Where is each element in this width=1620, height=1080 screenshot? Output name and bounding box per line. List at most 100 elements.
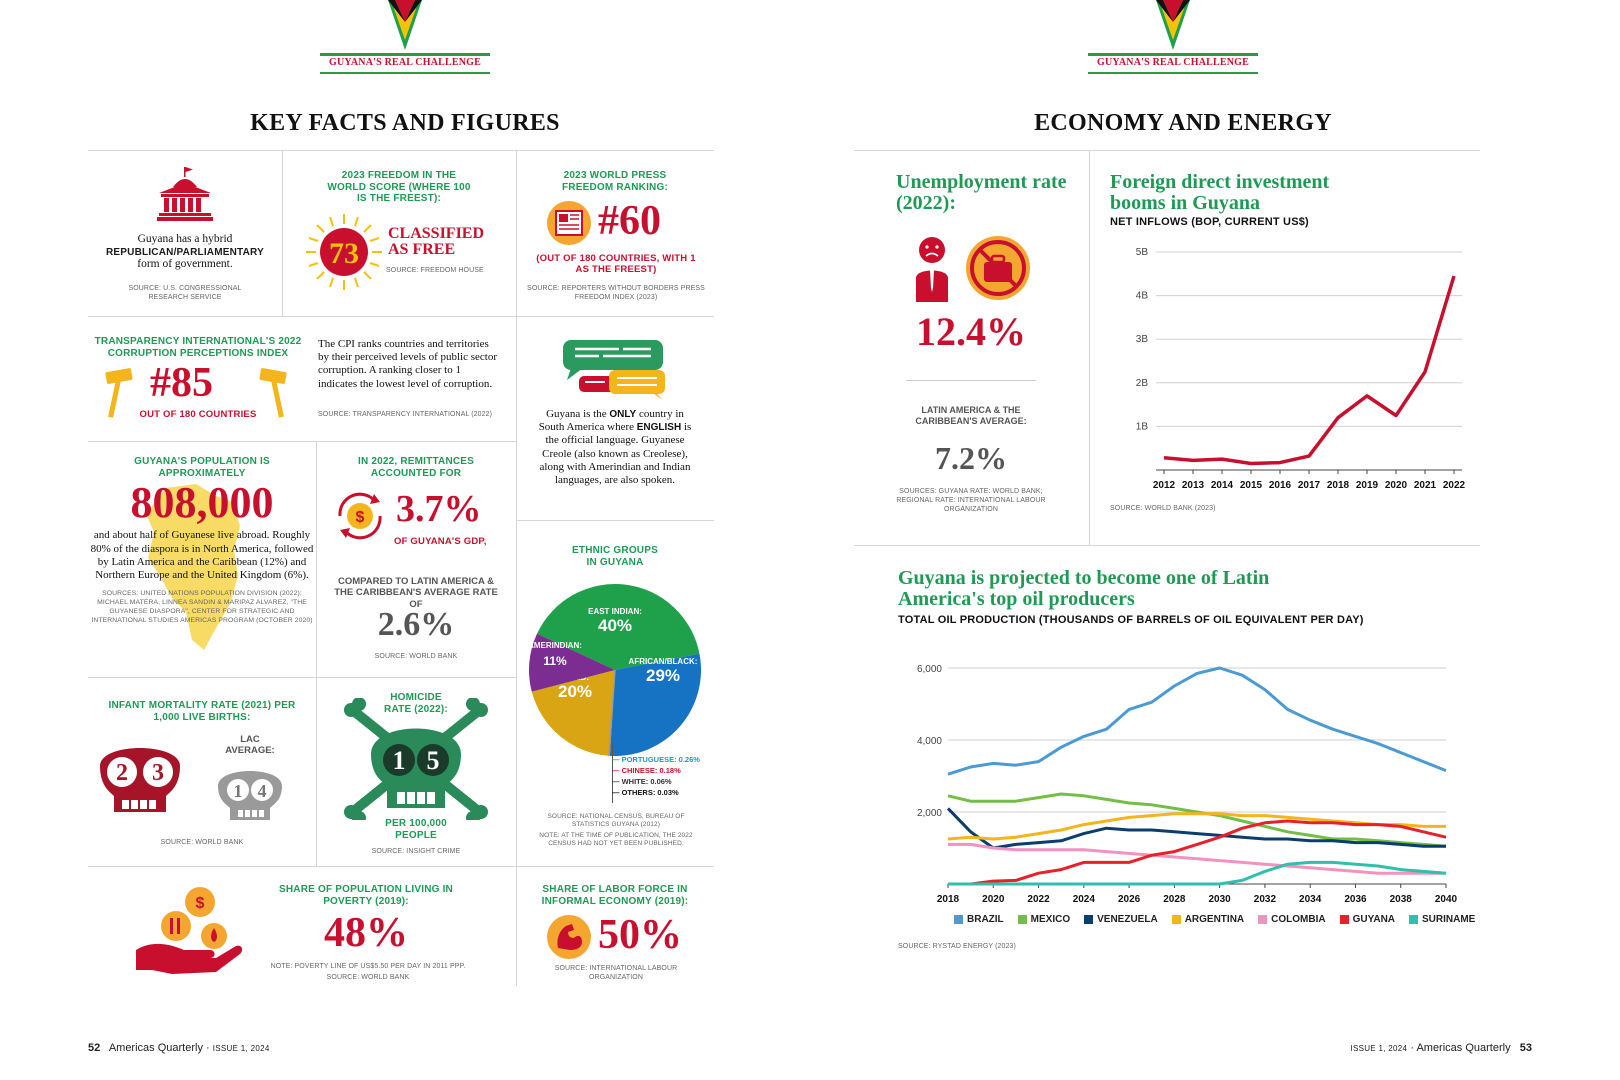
oil-source: SOURCE: RYSTAD ENERGY (2023) [898, 943, 1016, 950]
capitol-building-icon [157, 167, 213, 221]
freedom-status: CLASSIFIED AS FREE [388, 225, 485, 258]
poverty-heading: SHARE OF POPULATION LIVING IN POVERTY (2… [279, 884, 453, 907]
infant-digit-2: 3 [152, 760, 164, 786]
ethnic-minor-item: — PORTUGUESE: 0.26% [612, 755, 700, 764]
oil-series-guyana [948, 819, 1447, 886]
svg-text:$: $ [356, 509, 365, 526]
infant-digit-1: 2 [116, 760, 128, 786]
oil-series-suriname [948, 860, 1447, 886]
left-footer: 52 Americas Quarterly · ISSUE 1, 2024 [88, 1042, 270, 1054]
population-cell: GUYANA'S POPULATION IS APPROXIMATELY 808… [88, 456, 316, 666]
y-tick-label: 2,000 [917, 808, 942, 819]
population-value: 808,000 [130, 478, 274, 527]
svg-text:$: $ [196, 895, 205, 912]
legend-item: SURINAME [1409, 914, 1475, 925]
oil-line-chart: 2,000 4,000 6,000 2018 2020 2022 2024 2026 2028 2… [917, 664, 1458, 905]
oil-title: Guyana is projected to become one of Lat… [898, 567, 1270, 610]
header-flag: GUYANA'S REAL CHALLENGE [1088, 0, 1258, 74]
language-text: Guyana is the ONLY country in South Amer… [538, 408, 692, 486]
x-tick-label: 2030 [1209, 894, 1232, 905]
newspaper-icon [547, 201, 591, 245]
pie-slice-value: 20% [558, 682, 592, 701]
header-label: GUYANA'S REAL CHALLENGE [1096, 57, 1250, 68]
oil-subtitle: TOTAL OIL PRODUCTION (THOUSANDS OF BARRE… [898, 614, 1364, 626]
unemployment-lac-label: LATIN AMERICA & THE CARIBBEAN'S AVERAGE: [915, 405, 1027, 426]
skull-crossbones-icon: 1 5 [344, 698, 488, 820]
magazine-name: Americas Quarterly [108, 1042, 203, 1054]
pie-slice [609, 653, 701, 756]
pie-slice-label: EAST INDIAN: [588, 607, 642, 616]
oil-series-venezuela [946, 807, 1446, 850]
population-text: and about half of Guyanese live abroad. … [90, 529, 314, 581]
speech-bubbles-icon [563, 340, 665, 400]
unemployment-cell: Unemployment rate (2022): 12.4% LATIN AM… [896, 172, 1076, 514]
issue-label: ISSUE 1, 2024 [212, 1044, 270, 1053]
oil-series-argentina [947, 812, 1446, 841]
language-cell: Guyana is the ONLY country in South Amer… [516, 336, 714, 487]
x-tick-label: 2034 [1299, 894, 1322, 905]
unemployment-source: SOURCES: GUYANA RATE: WORLD BANK; REGION… [896, 488, 1046, 514]
homicide-heading: HOMICIDE RATE (2022): [384, 692, 448, 715]
skull-red-icon: 2 3 [100, 748, 180, 812]
legend-label: SURINAME [1422, 914, 1476, 925]
corruption-text: The CPI ranks countries and territories … [318, 338, 497, 390]
homicide-source: SOURCE: INSIGHT CRIME [371, 848, 461, 855]
ethnic-cell: ETHNIC GROUPS IN GUYANA EAST INDIAN: 40% A… [516, 545, 714, 855]
legend-swatch [1258, 915, 1268, 924]
y-tick-label: 1B [1136, 421, 1149, 432]
fdi-series-line [1163, 275, 1456, 466]
x-tick-label: 2013 [1182, 480, 1205, 491]
remittances-source: SOURCE: WORLD BANK [374, 653, 458, 660]
right-footer: ISSUE 1, 2024 · Americas Quarterly 53 [1350, 1042, 1532, 1054]
informal-source: SOURCE: INTERNATIONAL LABOUR ORGANIZATIO… [554, 965, 678, 982]
header-label: GUYANA'S REAL CHALLENGE [328, 57, 482, 68]
x-tick-label: 2036 [1344, 894, 1367, 905]
freedom-score: 73 [329, 237, 359, 270]
informal-value: 50% [598, 912, 682, 958]
legend-swatch [1171, 915, 1181, 924]
page-number: 52 [88, 1042, 101, 1054]
left-page: GUYANA'S REAL CHALLENGE KEY FACTS AND FI… [88, 0, 714, 1054]
infant-lac-digit-1: 1 [234, 781, 243, 801]
page-number: 53 [1519, 1042, 1532, 1054]
ethnic-pie-chart: EAST INDIAN:40%AFRICAN/BLACK:29%MIXED:20… [528, 584, 701, 757]
corruption-heading: TRANSPARENCY INTERNATIONAL'S 2022 CORRUP… [94, 336, 302, 359]
oil-chart: Guyana is projected to become one of Lat… [898, 567, 1488, 951]
legend-swatch [1084, 915, 1094, 924]
x-tick-label: 2020 [982, 894, 1005, 905]
legend-item: MEXICO [1017, 914, 1070, 925]
legend-label: COLOMBIA [1271, 914, 1326, 925]
freedom-heading: 2023 FREEDOM IN THE WORLD SCORE (WHERE 1… [327, 170, 471, 204]
pie-slice-value: 29% [646, 666, 680, 685]
hand-coins-icon: $ [136, 887, 242, 974]
x-tick-label: 2038 [1390, 894, 1413, 905]
x-tick-label: 2040 [1435, 894, 1458, 905]
infant-heading: INFANT MORTALITY RATE (2021) PER 1,000 L… [108, 700, 296, 723]
freedom-source: SOURCE: FREEDOM HOUSE [386, 267, 484, 274]
remittances-note: OF GUYANA'S GDP, [394, 536, 487, 547]
y-tick-label: 2B [1136, 378, 1149, 389]
x-tick-label: 2022 [1443, 480, 1466, 491]
government-cell: Guyana has a hybrid REPUBLICAN/PARLIAMEN… [88, 165, 282, 302]
infant-cell: INFANT MORTALITY RATE (2021) PER 1,000 L… [88, 700, 316, 846]
x-tick-label: 2018 [1327, 480, 1350, 491]
remittances-cell: IN 2022, REMITTANCES ACCOUNTED FOR $ 3.7… [316, 456, 516, 660]
oil-legend: BRAZIL MEXICO VENEZUELA ARGENTINA COLOMBIA GU… [954, 914, 1475, 925]
pie-slice [531, 670, 615, 756]
informal-cell: SHARE OF LABOR FORCE IN INFORMAL ECONOMY… [516, 884, 714, 981]
homicide-digit-1: 1 [393, 746, 406, 775]
ethnic-minor-item: — WHITE: 0.06% [612, 777, 672, 786]
x-tick-label: 2032 [1254, 894, 1277, 905]
x-tick-label: 2021 [1414, 480, 1437, 491]
x-tick-label: 2028 [1163, 894, 1186, 905]
homicide-cell: HOMICIDE RATE (2022): 1 5 PER 100,000 PE… [316, 692, 516, 855]
y-tick-label: 4B [1136, 291, 1149, 302]
ethnic-note: NOTE: AT THE TIME OF PUBLICATION, THE 20… [539, 832, 693, 848]
money-cycle-icon: $ [338, 492, 382, 540]
y-tick-label: 3B [1136, 334, 1149, 345]
remittances-value: 3.7% [396, 488, 482, 530]
legend-label: BRAZIL [967, 914, 1004, 925]
x-tick-label: 2012 [1153, 480, 1176, 491]
remittances-lac: 2.6% [377, 606, 455, 643]
legend-item: BRAZIL [954, 914, 1004, 925]
